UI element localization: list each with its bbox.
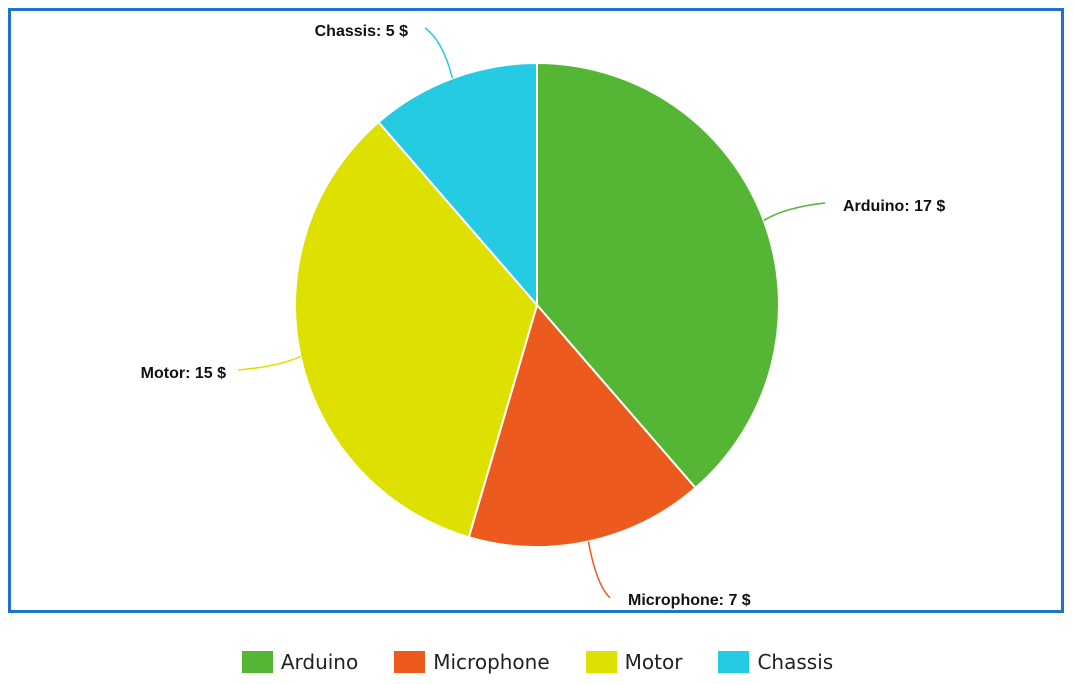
legend-item-chassis[interactable]: Chassis (718, 650, 833, 674)
data-label-microphone: Microphone: 7 $ (628, 592, 751, 609)
data-label-chassis: Chassis: 5 $ (315, 23, 408, 40)
legend-label-chassis: Chassis (757, 650, 834, 674)
connector-chassis (424, 27, 454, 79)
legend-swatch-arduino (241, 651, 273, 673)
pie-slice-arduino[interactable] (536, 62, 780, 489)
legend-item-motor[interactable]: Motor (585, 650, 683, 674)
legend-item-arduino[interactable]: Arduino (241, 650, 359, 674)
connector-arduino (763, 202, 826, 222)
legend-swatch-chassis (718, 651, 750, 673)
connector-microphone (587, 541, 611, 599)
pie-slice-chassis[interactable] (377, 62, 538, 306)
pie-slice-motor[interactable] (294, 121, 538, 539)
legend-label-microphone: Microphone (433, 650, 550, 674)
legend-label-arduino: Arduino (280, 650, 359, 674)
legend-swatch-microphone (394, 651, 426, 673)
legend: Arduino Microphone Motor Chassis (0, 640, 1075, 684)
data-label-motor: Motor: 15 $ (141, 365, 226, 382)
pie-slice-microphone[interactable] (467, 304, 697, 548)
connector-motor (237, 355, 301, 371)
legend-label-motor: Motor (624, 650, 683, 674)
legend-item-microphone[interactable]: Microphone (394, 650, 550, 674)
legend-swatch-motor (585, 651, 617, 673)
data-label-arduino: Arduino: 17 $ (843, 198, 945, 215)
